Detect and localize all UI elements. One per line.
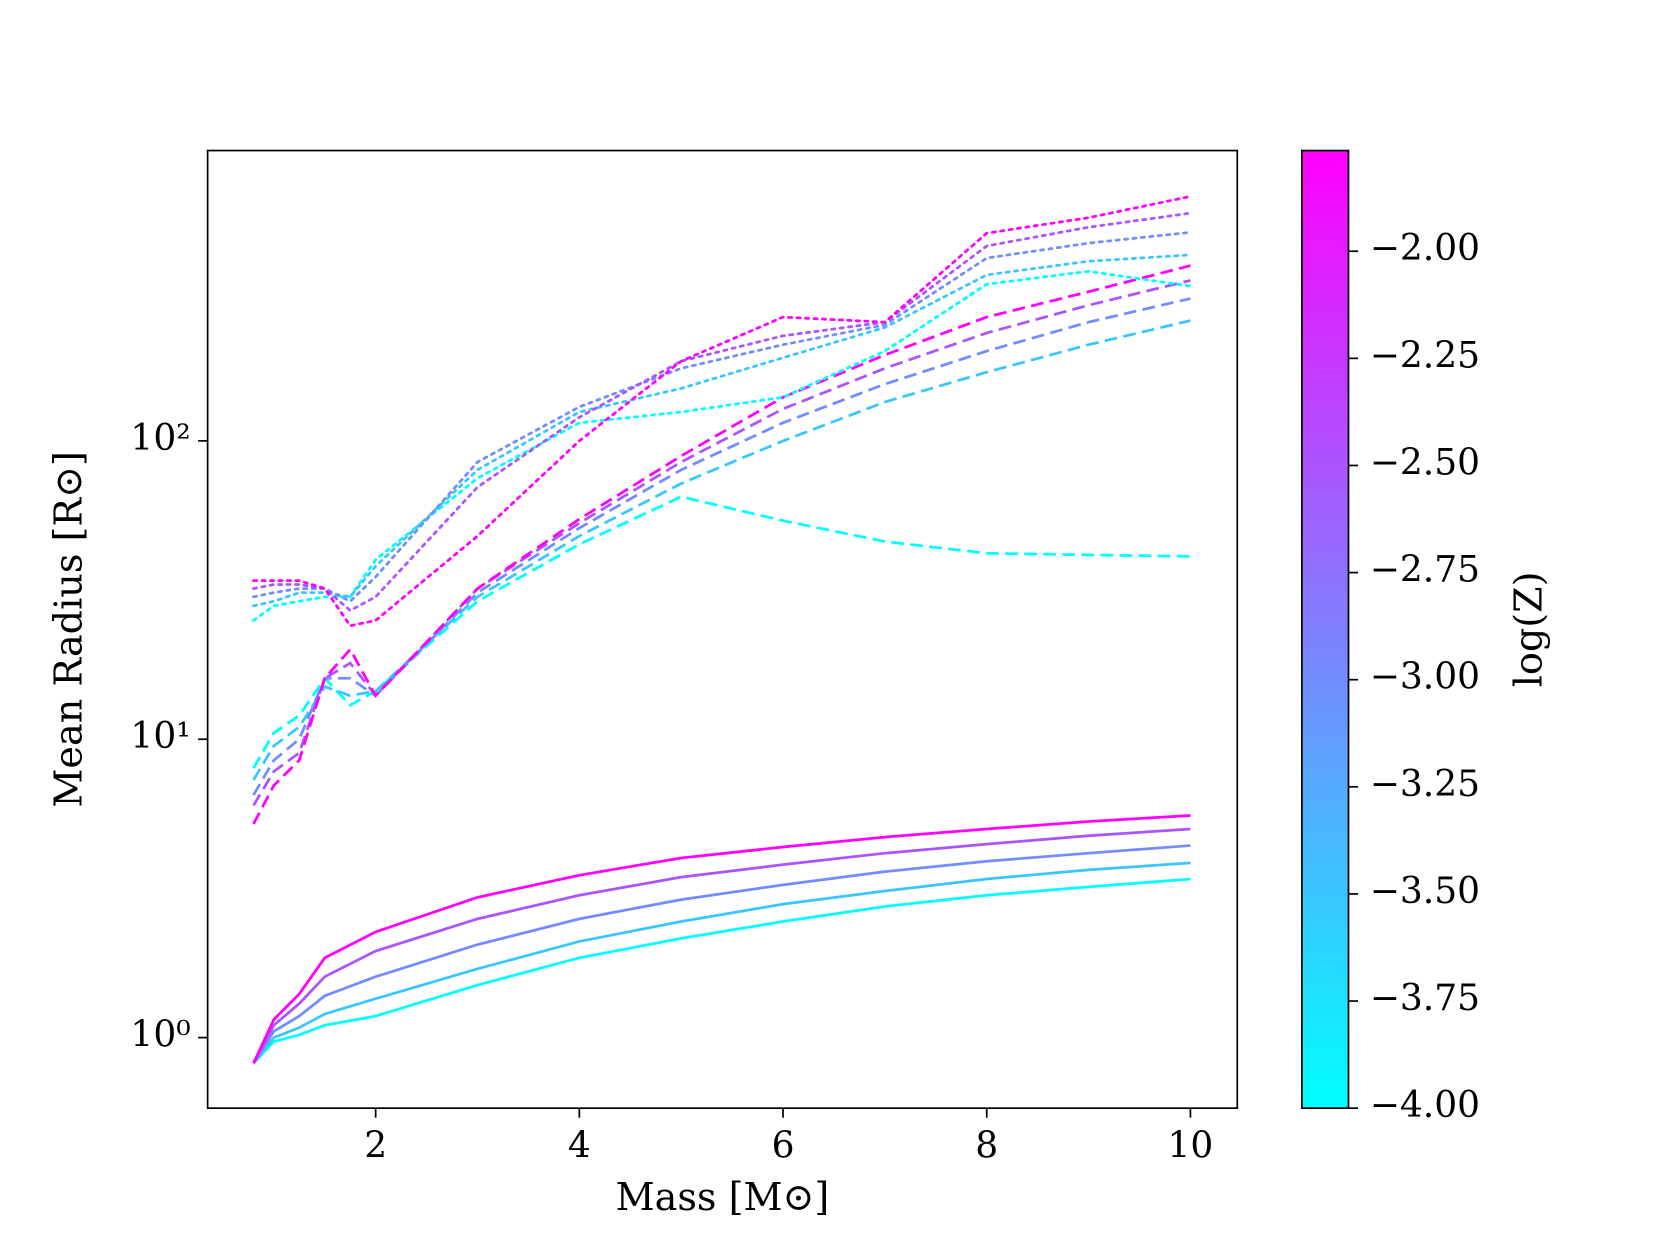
series-line [252,495,1191,769]
x-tick-label: 8 [975,1125,998,1166]
y-tick-label: 10² [130,418,190,459]
series-line [252,269,1192,622]
series-line [252,877,1191,1065]
colorbar-label: log(Z) [1506,571,1550,687]
x-tick-label: 6 [772,1125,795,1166]
colorbar-tick-label: −3.00 [1370,657,1480,698]
series-line [252,279,1191,807]
colorbar-tick-label: −2.75 [1370,550,1480,591]
x-tick-label: 4 [568,1125,591,1166]
colorbar-tick-label: −2.50 [1370,442,1480,483]
y-axis-label: Mean Radius [R⊙] [47,451,91,808]
series-line [252,319,1191,781]
series-line [252,264,1191,825]
colorbar-tick-label: −2.25 [1370,335,1480,376]
colorbar-tick-label: −3.75 [1370,978,1480,1019]
series-line [252,297,1191,796]
y-tick-label: 10¹ [130,716,190,757]
x-tick-label: 2 [364,1125,387,1166]
series-line [252,230,1192,603]
colorbar-tick-label: −4.00 [1370,1085,1480,1126]
y-tick-label: 10⁰ [130,1015,190,1056]
colorbar-tick-label: −3.25 [1370,764,1480,805]
series-line [252,211,1192,613]
x-axis-label: Mass [M⊙] [616,1175,830,1219]
series-line [252,861,1191,1065]
series-line [252,253,1192,608]
x-tick-label: 10 [1168,1125,1214,1166]
series-line [252,844,1191,1064]
series-line [252,814,1191,1064]
series-line [252,827,1191,1064]
colorbar-tick-label: −2.00 [1370,228,1480,269]
series-line [252,195,1192,628]
plot-frame [206,149,1239,1110]
colorbar [1301,149,1350,1110]
colorbar-tick-label: −3.50 [1370,871,1480,912]
